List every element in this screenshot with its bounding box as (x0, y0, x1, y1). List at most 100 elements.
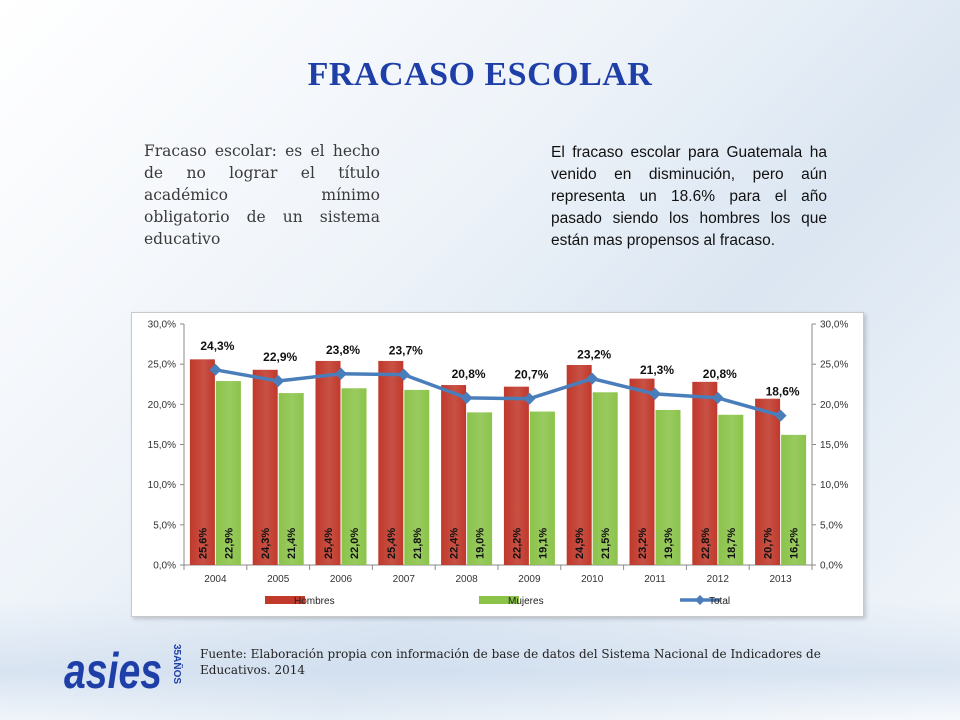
x-tick-label: 2011 (644, 574, 666, 585)
bar-hombres (189, 359, 215, 565)
bar-label-mujeres: 22,9% (223, 528, 235, 559)
legend-swatch-hombres (265, 596, 305, 604)
bar-label-mujeres: 21,4% (286, 528, 298, 559)
definition-text: Fracaso escolar: es el hecho de no logra… (144, 142, 380, 248)
bar-mujeres (467, 412, 493, 565)
data-label-total: 18,6% (766, 385, 800, 399)
bar-label-mujeres: 19,3% (663, 528, 675, 559)
bar-hombres (692, 381, 718, 565)
bar-hombres (315, 360, 341, 565)
y-tick-label-left: 25,0% (148, 360, 176, 371)
y-tick-label-left: 0,0% (153, 561, 176, 572)
y-tick-label-right: 15,0% (820, 440, 848, 451)
bar-mujeres (655, 409, 681, 565)
bar-label-mujeres: 22,0% (349, 528, 361, 559)
bar-label-hombres: 24,9% (574, 528, 586, 559)
legend-label-mujeres: Mujeres (508, 596, 544, 607)
bar-mujeres (718, 414, 744, 565)
line-total (215, 368, 782, 418)
data-label-total: 23,7% (389, 344, 423, 358)
bar-label-mujeres: 19,1% (537, 528, 549, 559)
y-tick-label-right: 5,0% (820, 520, 843, 531)
bar-hombres (566, 364, 592, 565)
bar-mujeres (278, 393, 304, 565)
bar-mujeres (404, 389, 430, 565)
point-total (586, 372, 599, 385)
data-label-total: 20,8% (452, 367, 486, 381)
legend-label-hombres: Hombres (294, 596, 335, 607)
description-text: El fracaso escolar para Guatemala ha ven… (551, 144, 827, 249)
legend-label-total: Total (709, 596, 730, 607)
legend-swatch-mujeres (479, 596, 519, 604)
y-tick-label-left: 5,0% (153, 520, 176, 531)
bar-label-hombres: 25,4% (386, 528, 398, 559)
y-tick-label-right: 20,0% (820, 400, 848, 411)
x-tick-label: 2013 (769, 574, 792, 585)
bar-mujeres (215, 381, 241, 565)
background-ribbon (0, 600, 960, 720)
bar-hombres (252, 369, 278, 565)
point-total (523, 392, 536, 405)
data-label-total: 21,3% (640, 363, 674, 377)
bar-label-mujeres: 21,5% (600, 528, 612, 559)
bar-label-hombres: 22,4% (449, 528, 461, 559)
data-label-total: 24,3% (200, 339, 234, 353)
y-tick-label-left: 15,0% (148, 440, 176, 451)
bar-hombres (378, 360, 404, 565)
x-tick-label: 2012 (707, 574, 730, 585)
bar-label-mujeres: 21,8% (412, 528, 424, 559)
bar-hombres (755, 398, 781, 565)
bar-mujeres (781, 434, 807, 565)
x-tick-label: 2004 (204, 574, 227, 585)
y-tick-label-left: 30,0% (148, 320, 176, 331)
bar-mujeres (592, 392, 618, 565)
bar-label-mujeres: 18,7% (726, 528, 738, 559)
point-total (335, 367, 347, 380)
fracaso-chart: 0,0% 0,0% 5,0% 5,0% 10,0% 10,0% 15,0% 15,0% 20,0… (148, 320, 849, 608)
data-label-total: 23,2% (577, 348, 611, 362)
x-tick-label: 2006 (330, 574, 353, 585)
bar-label-mujeres: 19,0% (475, 528, 487, 559)
asies-logo: asies 35AÑOS (64, 643, 184, 696)
point-total (272, 375, 285, 388)
slide-title: FRACASO ESCOLAR (307, 56, 653, 93)
point-total (397, 368, 410, 381)
bar-label-hombres: 25,4% (323, 528, 335, 559)
bar-label-hombres: 24,3% (260, 528, 272, 559)
data-label-total: 20,7% (514, 368, 548, 382)
point-total (774, 409, 787, 422)
bar-label-hombres: 25,6% (197, 528, 209, 559)
data-label-total: 22,9% (263, 350, 297, 364)
source-note: Fuente: Elaboración propia con informaci… (200, 647, 821, 677)
x-tick-label: 2009 (518, 574, 541, 585)
point-total (209, 363, 222, 376)
x-tick-label: 2008 (455, 574, 478, 585)
bar-label-hombres: 20,7% (763, 528, 775, 559)
bar-label-hombres: 22,2% (511, 528, 523, 559)
bar-hombres (629, 378, 655, 565)
bar-label-mujeres: 16,2% (789, 528, 801, 559)
bar-mujeres (529, 411, 555, 565)
point-total (649, 387, 661, 400)
chart-container: 0,0% 0,0% 5,0% 5,0% 10,0% 10,0% 15,0% 15,0% 20,0… (131, 312, 864, 617)
x-tick-label: 2007 (393, 574, 416, 585)
x-tick-label: 2010 (581, 574, 604, 585)
y-tick-label-right: 10,0% (820, 480, 848, 491)
point-total (460, 391, 473, 404)
bar-label-hombres: 22,8% (700, 528, 712, 559)
bar-mujeres (341, 388, 367, 565)
data-label-total: 23,8% (326, 343, 360, 357)
bar-hombres (441, 385, 467, 565)
point-total (711, 391, 724, 404)
data-label-total: 20,8% (703, 367, 737, 381)
y-tick-label-left: 20,0% (148, 400, 176, 411)
legend-marker-total (695, 595, 705, 605)
logo-badge: 35AÑOS (171, 644, 184, 684)
bar-hombres (503, 386, 529, 565)
y-tick-label-right: 30,0% (820, 320, 848, 331)
logo-wordmark: asies (64, 643, 162, 696)
bar-label-hombres: 23,2% (637, 528, 649, 559)
y-tick-label-right: 25,0% (820, 360, 848, 371)
y-tick-label-right: 0,0% (820, 561, 843, 572)
x-tick-label: 2005 (267, 574, 290, 585)
